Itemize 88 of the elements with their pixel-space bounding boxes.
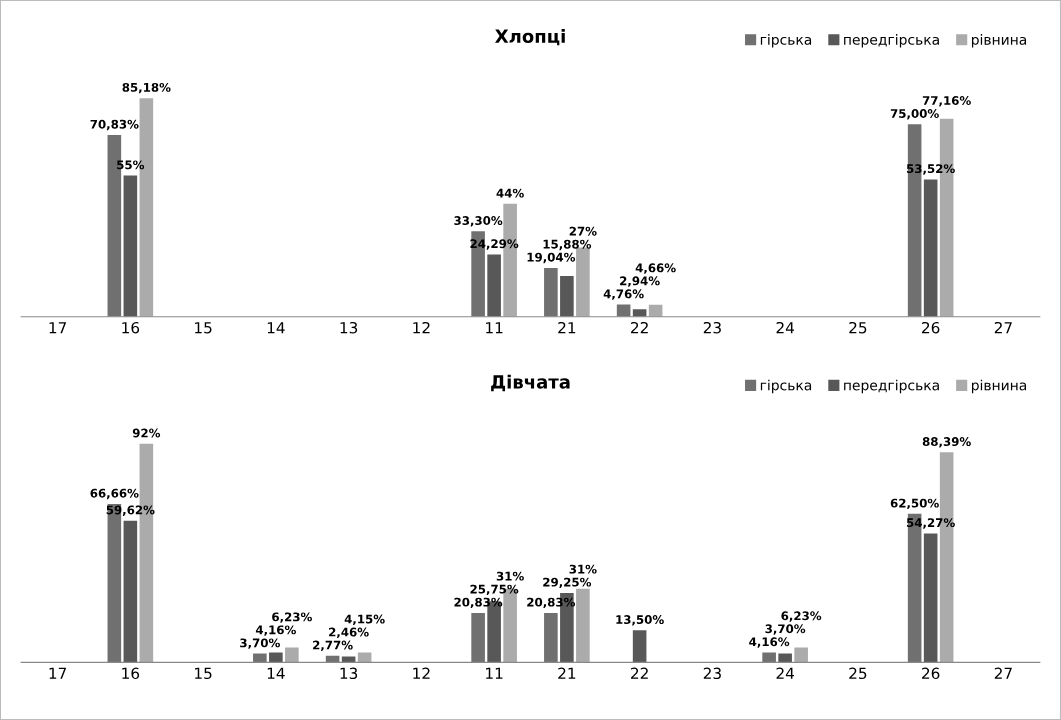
- bar: [560, 276, 574, 317]
- x-tick-label: 11: [486, 667, 503, 679]
- data-label: 4,66%: [635, 263, 676, 274]
- data-label: 3,70%: [765, 624, 806, 635]
- bar: [123, 175, 138, 317]
- x-tick-label: 25: [849, 667, 867, 680]
- bar: [487, 254, 501, 317]
- data-label: 85,18%: [122, 82, 171, 94]
- x-tick-label: 25: [849, 321, 867, 334]
- x-tick-label: 22: [631, 667, 648, 679]
- data-label: 27%: [569, 226, 597, 236]
- data-label: 66,66%: [90, 488, 139, 500]
- data-label: 62,50%: [890, 498, 939, 510]
- data-label: 24,29%: [470, 239, 519, 250]
- x-tick-label: 26: [922, 321, 940, 334]
- data-label: 54,27%: [906, 518, 955, 529]
- x-tick-label: 13: [340, 667, 358, 680]
- data-label: 4,15%: [344, 614, 385, 626]
- bar: [762, 652, 776, 663]
- data-label: 4,16%: [749, 637, 790, 648]
- x-tick-label: 27: [994, 667, 1012, 679]
- bar: [632, 630, 647, 663]
- bar: [471, 612, 485, 663]
- x-tick-label: 27: [994, 321, 1012, 334]
- bar: [923, 179, 938, 317]
- x-tick-label: 13: [340, 321, 358, 334]
- bar: [123, 520, 138, 663]
- data-label: 6,23%: [272, 612, 312, 623]
- bar: [544, 612, 558, 663]
- legend-label: рівнина: [971, 34, 1027, 48]
- bar: [923, 533, 938, 663]
- x-tick-label: 24: [776, 321, 794, 334]
- x-tick-label: 12: [413, 667, 430, 679]
- bar: [285, 647, 299, 663]
- data-label: 13,50%: [616, 615, 664, 626]
- bar: [576, 588, 590, 663]
- data-label: 2,77%: [313, 640, 353, 652]
- data-label: 6,23%: [781, 611, 822, 622]
- data-label: 15,88%: [543, 239, 592, 251]
- x-tick-label: 23: [703, 321, 721, 334]
- bar: [253, 653, 267, 663]
- data-label: 2,94%: [620, 276, 660, 287]
- legend-label: рівнина: [971, 379, 1027, 394]
- bar: [794, 647, 808, 663]
- x-tick-label: 12: [413, 321, 430, 334]
- x-tick-label: 15: [195, 322, 212, 334]
- data-label: 29,25%: [543, 577, 592, 589]
- chart-title: Хлопці: [495, 29, 565, 46]
- data-label: 19,04%: [527, 252, 576, 264]
- x-tick-label: 21: [558, 321, 576, 334]
- x-tick-label: 17: [49, 322, 67, 334]
- legend-label: гірська: [760, 379, 812, 394]
- x-tick-label: 23: [703, 667, 721, 680]
- data-label: 59,62%: [106, 505, 155, 516]
- x-tick-label: 14: [267, 667, 285, 679]
- data-label: 44%: [496, 188, 524, 198]
- x-tick-label: 11: [486, 322, 503, 334]
- data-label: 2,46%: [329, 627, 369, 639]
- data-label: 4,16%: [255, 625, 296, 636]
- data-label: 20,83%: [454, 597, 503, 609]
- x-tick-label: 16: [122, 321, 140, 334]
- legend-label: передгірська: [844, 379, 939, 394]
- data-label: 70,83%: [90, 119, 139, 131]
- data-label: 3,70%: [240, 638, 280, 649]
- x-tick-label: 24: [776, 667, 794, 679]
- x-tick-label: 16: [122, 667, 140, 680]
- data-label: 4,76%: [603, 289, 644, 300]
- x-tick-label: 15: [195, 667, 212, 680]
- x-tick-label: 14: [267, 322, 285, 334]
- data-label: 75,00%: [890, 109, 939, 120]
- x-tick-label: 17: [49, 667, 67, 679]
- data-label: 92%: [132, 428, 161, 438]
- data-label: 53,52%: [906, 164, 955, 175]
- x-tick-label: 26: [922, 667, 940, 680]
- bar: [544, 267, 558, 317]
- data-label: 25,75%: [470, 584, 519, 596]
- x-tick-label: 21: [558, 667, 576, 679]
- bar: [778, 653, 792, 663]
- data-label: 31%: [569, 564, 597, 574]
- legend-label: гірська: [760, 34, 812, 48]
- data-label: 33,30%: [454, 216, 503, 227]
- data-label: 88,39%: [922, 437, 971, 448]
- bar: [269, 652, 283, 663]
- legend-label: передгірська: [844, 34, 939, 48]
- data-label: 31%: [496, 571, 524, 581]
- data-label: 77,16%: [922, 96, 971, 107]
- x-tick-label: 22: [631, 321, 648, 334]
- chart-title: Дівчата: [491, 374, 570, 392]
